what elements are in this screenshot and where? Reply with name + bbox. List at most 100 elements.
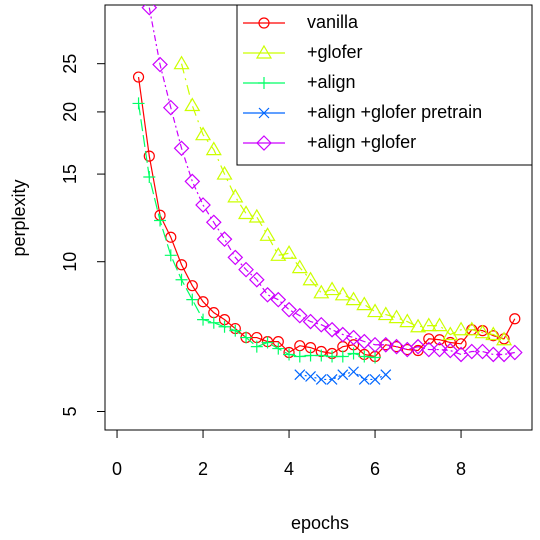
marker <box>377 306 394 321</box>
marker <box>227 249 244 266</box>
marker <box>205 214 222 231</box>
marker <box>258 17 270 29</box>
marker <box>401 343 413 356</box>
marker <box>280 245 298 259</box>
x-tick-label: 0 <box>112 459 122 479</box>
marker <box>250 340 263 353</box>
marker <box>216 231 233 248</box>
marker <box>255 44 273 59</box>
legend-label: +align +glofer <box>307 132 416 152</box>
marker <box>218 320 231 333</box>
marker <box>258 77 270 89</box>
marker <box>442 326 459 341</box>
marker <box>197 313 210 326</box>
marker <box>195 197 211 213</box>
marker <box>143 170 156 183</box>
marker <box>367 303 384 318</box>
marker <box>431 317 448 332</box>
x-tick-label: 4 <box>284 459 294 479</box>
marker <box>431 341 448 358</box>
marker <box>132 97 145 110</box>
marker <box>345 329 362 346</box>
marker <box>455 338 467 350</box>
marker <box>186 280 198 292</box>
x-tick-label: 6 <box>370 459 380 479</box>
marker <box>358 374 370 385</box>
marker <box>506 344 523 361</box>
marker <box>485 326 502 341</box>
marker <box>270 247 287 261</box>
marker <box>326 374 338 385</box>
marker <box>154 214 167 227</box>
marker <box>313 316 330 333</box>
marker <box>248 208 265 223</box>
marker <box>485 346 502 363</box>
y-tick-label: 25 <box>60 54 80 74</box>
marker <box>463 321 480 336</box>
marker <box>259 286 276 303</box>
x-axis-label: epochs <box>291 513 349 533</box>
marker <box>369 374 381 385</box>
marker <box>399 313 416 328</box>
marker <box>291 259 308 274</box>
marker <box>356 333 373 350</box>
marker <box>369 351 382 364</box>
marker <box>420 341 437 358</box>
marker <box>380 369 392 381</box>
marker <box>347 347 360 360</box>
marker <box>293 350 306 363</box>
marker <box>337 369 349 381</box>
legend-box <box>236 4 533 166</box>
legend-label: +glofer <box>307 42 363 62</box>
marker <box>256 135 272 151</box>
marker <box>238 261 254 278</box>
marker <box>509 313 521 325</box>
x-tick-label: 2 <box>198 459 208 479</box>
marker <box>463 343 480 360</box>
marker <box>324 281 341 296</box>
marker <box>162 99 179 116</box>
marker <box>261 336 274 349</box>
marker <box>175 273 188 286</box>
marker <box>197 296 209 308</box>
y-axis-label: perplexity <box>9 179 29 256</box>
marker <box>388 338 405 355</box>
marker <box>345 291 362 306</box>
marker <box>324 321 340 338</box>
marker <box>377 336 394 353</box>
marker <box>423 333 435 345</box>
y-tick-label: 15 <box>60 164 80 184</box>
marker <box>194 126 212 141</box>
marker <box>132 71 145 83</box>
series-line <box>299 371 387 381</box>
marker <box>302 313 319 330</box>
marker <box>410 338 426 355</box>
marker <box>410 318 427 333</box>
marker <box>270 291 287 308</box>
marker <box>259 227 276 241</box>
marker <box>143 150 155 162</box>
marker <box>334 326 351 343</box>
marker <box>305 371 316 382</box>
y-tick-label: 5 <box>60 407 80 417</box>
legend-label: +align +glofer pretrain <box>307 102 482 122</box>
marker <box>216 165 233 180</box>
marker <box>152 56 168 73</box>
marker <box>240 331 253 344</box>
marker <box>291 307 308 324</box>
marker <box>334 286 351 301</box>
marker <box>348 366 359 378</box>
marker <box>237 205 255 220</box>
marker <box>258 107 270 119</box>
legend-label: vanilla <box>307 12 359 32</box>
y-tick-label: 20 <box>60 102 80 122</box>
marker <box>248 271 265 288</box>
marker <box>474 343 491 360</box>
marker <box>315 349 328 362</box>
marker <box>313 284 330 299</box>
marker <box>173 140 190 157</box>
marker <box>229 324 242 337</box>
marker <box>388 309 405 324</box>
marker <box>420 317 437 332</box>
marker <box>336 350 349 363</box>
